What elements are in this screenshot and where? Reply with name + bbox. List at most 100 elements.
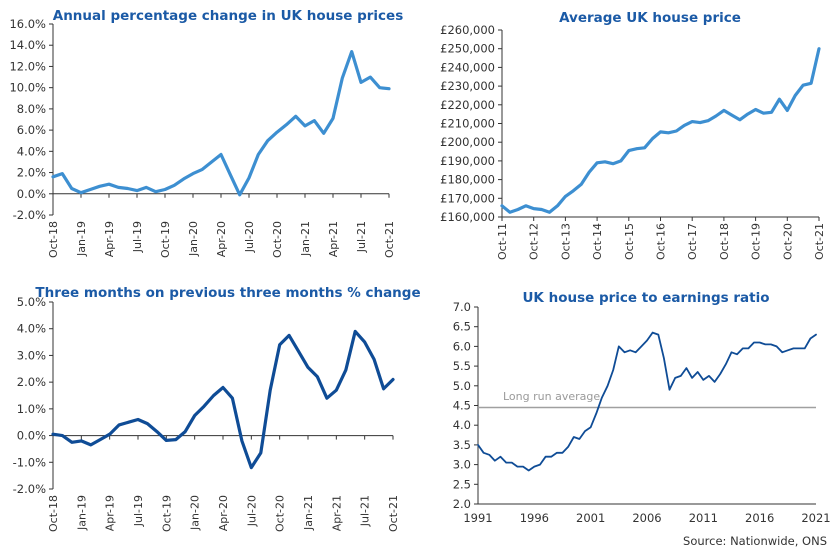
y-tick-label: 5.0 bbox=[453, 379, 471, 393]
y-tick-label: 0.0% bbox=[17, 429, 46, 443]
x-tick-label: 2021 bbox=[801, 511, 830, 525]
x-tick-label: Oct-20 bbox=[781, 223, 794, 260]
x-tick-label: 2001 bbox=[576, 511, 605, 525]
x-tick-label: Apr-21 bbox=[330, 495, 343, 531]
y-tick-label: 5.5 bbox=[453, 359, 471, 373]
x-axis-ticks: Oct-18 Jan-19 Apr-19 Jul-19 Oct-19 Jan-20 Apr-… bbox=[47, 435, 400, 532]
x-tick-label: Oct-19 bbox=[159, 221, 172, 258]
y-tick-label: £160,000 bbox=[440, 210, 495, 224]
y-tick-label: 6.0% bbox=[17, 123, 46, 137]
x-tick-label: Oct-17 bbox=[686, 223, 699, 260]
x-tick-label: Apr-20 bbox=[217, 495, 230, 531]
chart-price-earnings-ratio: UK house price to earnings ratio 2.0 2.5 3… bbox=[453, 290, 831, 525]
y-tick-label: 4.0% bbox=[17, 322, 46, 336]
plot-area bbox=[500, 47, 821, 214]
y-tick-label: 1.0% bbox=[17, 402, 46, 416]
plot-area bbox=[477, 331, 817, 472]
y-axis-ticks: £160,000 £170,000 £180,000 £190,000 £200,000… bbox=[440, 23, 503, 224]
y-axis-ticks: -2.0% 0.0% 2.0% 4.0% 6.0% 8.0% 10.0% 12.0% 14.0%… bbox=[9, 17, 54, 222]
x-tick-label: Jul-19 bbox=[131, 221, 144, 253]
x-tick-label: Apr-19 bbox=[104, 495, 117, 531]
x-axis-ticks: Oct-18 Jan-19 Apr-19 Jul-19 Oct-19 Jan-20 Apr-… bbox=[47, 193, 396, 258]
y-tick-label: 12.0% bbox=[9, 59, 46, 73]
y-tick-label: 14.0% bbox=[9, 38, 46, 52]
x-tick-label: Jul-19 bbox=[132, 495, 145, 527]
x-tick-label: Oct-12 bbox=[528, 223, 541, 260]
y-tick-label: 6.0 bbox=[453, 339, 471, 353]
chart-title: Average UK house price bbox=[559, 10, 741, 26]
y-tick-label: £190,000 bbox=[440, 154, 495, 168]
x-tick-label: Oct-18 bbox=[47, 221, 60, 258]
x-tick-label: Oct-18 bbox=[47, 495, 60, 532]
x-tick-label: 2006 bbox=[632, 511, 661, 525]
x-tick-label: Apr-21 bbox=[327, 221, 340, 257]
x-tick-label: Oct-16 bbox=[655, 223, 668, 260]
plot-area bbox=[51, 50, 391, 197]
y-axis-ticks: -2.0% -1.0% 0.0% 1.0% 2.0% 3.0% 4.0% 5.0% bbox=[13, 295, 54, 496]
y-tick-label: 3.0% bbox=[17, 348, 46, 362]
x-tick-label: Oct-11 bbox=[496, 223, 509, 260]
y-tick-label: 2.5 bbox=[453, 477, 471, 491]
y-tick-label: £260,000 bbox=[440, 23, 495, 37]
chart-title: UK house price to earnings ratio bbox=[522, 290, 769, 306]
y-tick-label: -2.0% bbox=[13, 208, 46, 222]
series-line bbox=[500, 47, 821, 214]
plot-area bbox=[51, 329, 395, 470]
x-tick-label: Jan-21 bbox=[302, 495, 315, 531]
x-tick-label: Jul-20 bbox=[245, 495, 258, 527]
x-tick-label: Apr-20 bbox=[215, 221, 228, 257]
x-tick-label: Jan-20 bbox=[187, 221, 200, 257]
y-tick-label: £170,000 bbox=[440, 191, 495, 205]
x-tick-label: Jul-21 bbox=[355, 221, 368, 253]
y-tick-label: £230,000 bbox=[440, 79, 495, 93]
y-tick-label: £250,000 bbox=[440, 42, 495, 56]
x-tick-label: Apr-19 bbox=[103, 221, 116, 257]
x-tick-label: Jan-19 bbox=[75, 495, 88, 531]
y-tick-label: 3.0 bbox=[453, 458, 471, 472]
y-tick-label: 6.5 bbox=[453, 320, 471, 334]
x-axis-ticks: Oct-11 Oct-12 Oct-13 Oct-14 Oct-15 Oct-16 Oct-… bbox=[496, 216, 826, 260]
reference-line-label: Long run average bbox=[503, 390, 600, 403]
y-tick-label: 16.0% bbox=[9, 17, 46, 31]
x-tick-label: Oct-19 bbox=[750, 223, 763, 260]
y-tick-label: 10.0% bbox=[9, 81, 46, 95]
x-tick-label: 1991 bbox=[463, 511, 492, 525]
y-tick-label: 4.0 bbox=[453, 418, 471, 432]
series-line bbox=[477, 331, 817, 472]
y-tick-label: 2.0% bbox=[17, 375, 46, 389]
x-tick-label: Oct-21 bbox=[383, 221, 396, 258]
chart-annual-change: Annual percentage change in UK house pri… bbox=[9, 8, 403, 258]
x-tick-label: Jan-20 bbox=[189, 495, 202, 531]
y-tick-label: £200,000 bbox=[440, 135, 495, 149]
x-tick-label: Jan-21 bbox=[299, 221, 312, 257]
chart-title: Three months on previous three months % … bbox=[35, 285, 420, 301]
x-axis-ticks: 1991 1996 2001 2006 2011 2016 2021 bbox=[463, 503, 831, 525]
x-tick-label: Jul-21 bbox=[359, 495, 372, 527]
x-tick-label: Oct-20 bbox=[271, 221, 284, 258]
y-tick-label: £180,000 bbox=[440, 173, 495, 187]
y-tick-label: £220,000 bbox=[440, 98, 495, 112]
chart-title: Annual percentage change in UK house pri… bbox=[53, 8, 404, 24]
x-tick-label: Oct-15 bbox=[623, 223, 636, 260]
x-tick-label: Oct-19 bbox=[160, 495, 173, 532]
x-tick-label: Jul-20 bbox=[243, 221, 256, 253]
x-tick-label: Jan-19 bbox=[75, 221, 88, 257]
y-tick-label: 3.5 bbox=[453, 438, 471, 452]
series-line bbox=[51, 329, 395, 470]
x-tick-label: Oct-20 bbox=[274, 495, 287, 532]
x-tick-label: Oct-14 bbox=[591, 223, 604, 260]
y-tick-label: 2.0% bbox=[17, 166, 46, 180]
x-tick-label: 2016 bbox=[745, 511, 774, 525]
y-tick-label: 5.0% bbox=[17, 295, 46, 309]
x-tick-label: Oct-21 bbox=[387, 495, 400, 532]
x-tick-label: Oct-21 bbox=[813, 223, 826, 260]
x-tick-label: Oct-18 bbox=[718, 223, 731, 260]
y-tick-label: £210,000 bbox=[440, 117, 495, 131]
y-tick-label: -2.0% bbox=[13, 482, 46, 496]
y-tick-label: 2.0 bbox=[453, 497, 471, 511]
series-line bbox=[51, 50, 391, 197]
y-tick-label: 8.0% bbox=[17, 102, 46, 116]
y-tick-label: 4.0% bbox=[17, 144, 46, 158]
y-axis-ticks: 2.0 2.5 3.0 3.5 4.0 4.5 5.0 5.5 6.0 6.5 7.0 bbox=[453, 300, 479, 511]
